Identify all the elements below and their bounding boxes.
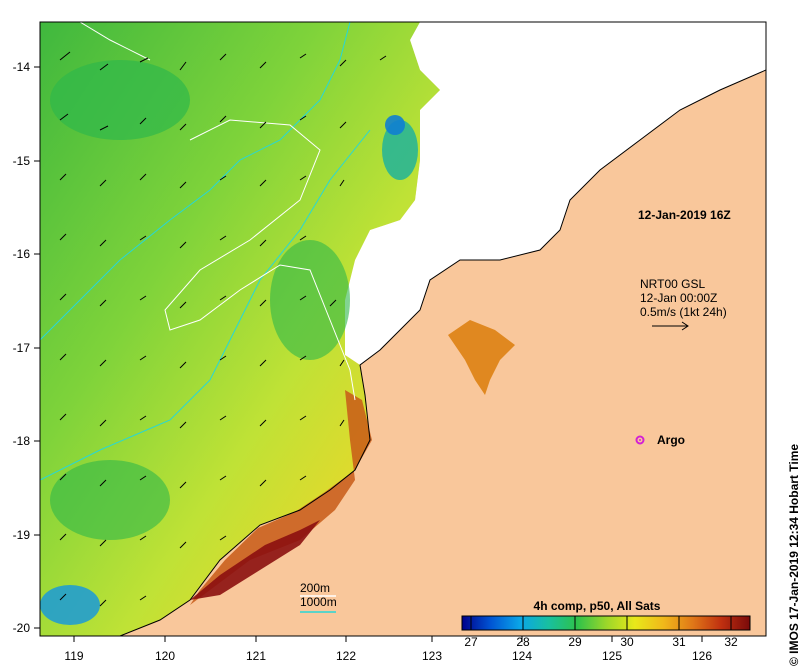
colorbar-ticks bbox=[470, 616, 732, 630]
axis-ticks bbox=[34, 66, 703, 642]
argo-label: Argo bbox=[657, 433, 685, 447]
colorbar-tick-label: 27 bbox=[464, 635, 478, 649]
legend-1000m-label: 1000m bbox=[300, 595, 337, 609]
argo-marker bbox=[635, 435, 645, 445]
y-tick-label: -14 bbox=[13, 60, 31, 74]
y-axis-labels: -14 -15 -16 -17 -18 -19 -20 bbox=[13, 60, 31, 635]
colorbar-tick-label: 32 bbox=[724, 635, 738, 649]
y-tick-label: -15 bbox=[13, 154, 31, 168]
cool-patch-south bbox=[50, 460, 170, 540]
x-tick-label: 121 bbox=[246, 649, 266, 663]
cool-patch-north bbox=[50, 60, 190, 140]
isobath-200m bbox=[79, 22, 356, 401]
y-tick-label: -16 bbox=[13, 247, 31, 261]
colorbar-tick-label: 31 bbox=[672, 635, 686, 649]
legend-200m-label: 200m bbox=[300, 581, 330, 595]
cold-patch-ne bbox=[382, 120, 418, 180]
datetime-label: 12-Jan-2019 16Z bbox=[638, 208, 731, 222]
y-tick-label: -18 bbox=[13, 434, 31, 448]
coastline bbox=[119, 69, 766, 636]
scale-arrow bbox=[652, 321, 689, 331]
plot-area bbox=[40, 22, 766, 636]
currents-source-label: NRT00 GSL bbox=[640, 277, 705, 291]
cool-patch-mid bbox=[270, 240, 350, 360]
isobath-1000m bbox=[40, 22, 351, 341]
king-sound-inlet bbox=[448, 320, 515, 395]
y-tick-label: -19 bbox=[13, 528, 31, 542]
warm-coastal-band bbox=[190, 390, 372, 605]
colorbar-tick-label: 29 bbox=[568, 635, 582, 649]
x-tick-label: 125 bbox=[602, 649, 622, 663]
cold-patch-ne-2 bbox=[385, 115, 405, 135]
colorbar-title: 4h comp, p50, All Sats bbox=[534, 599, 661, 613]
x-axis-labels: 119 120 121 122 123 124 125 126 bbox=[64, 649, 712, 663]
colorbar-tick-label: 30 bbox=[620, 635, 634, 649]
current-vectors bbox=[59, 51, 387, 607]
colorbar-labels: 27 28 29 30 31 32 bbox=[464, 635, 738, 649]
y-tick-label: -17 bbox=[13, 341, 31, 355]
x-tick-label: 120 bbox=[155, 649, 175, 663]
cold-patch-sw bbox=[40, 585, 100, 625]
isobath-1000m-b bbox=[40, 129, 371, 481]
x-tick-label: 123 bbox=[422, 649, 442, 663]
x-tick-label: 124 bbox=[512, 649, 532, 663]
currents-scale-label: 0.5m/s (1kt 24h) bbox=[640, 305, 727, 319]
colorbar-ramp bbox=[461, 615, 751, 631]
imos-copyright-label: © IMOS 17-Jan-2019 12:34 Hobart Time bbox=[787, 444, 801, 666]
cloud-mask bbox=[345, 22, 766, 365]
colorbar-tick-label: 28 bbox=[516, 635, 530, 649]
y-tick-label: -20 bbox=[13, 621, 31, 635]
x-tick-label: 119 bbox=[64, 649, 83, 663]
plot-frame bbox=[39, 21, 767, 637]
x-tick-label: 126 bbox=[692, 649, 712, 663]
hot-coastal-strip bbox=[190, 520, 320, 600]
currents-time-label: 12-Jan 00:00Z bbox=[640, 291, 717, 305]
x-tick-label: 122 bbox=[336, 649, 356, 663]
